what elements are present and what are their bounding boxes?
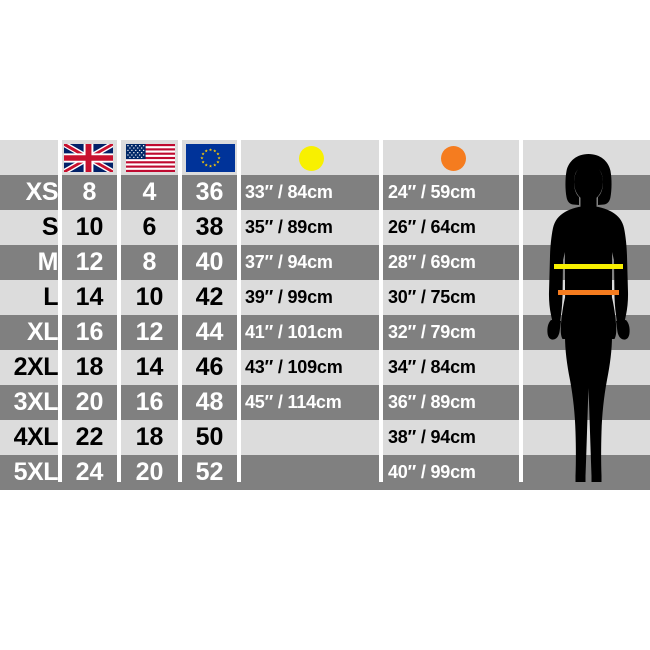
row-size-label: L bbox=[43, 283, 58, 311]
row-waist-measurement: 40″ / 99cm bbox=[388, 462, 476, 482]
row-eu-size: 48 bbox=[195, 388, 224, 416]
row-eu-size: 38 bbox=[195, 213, 224, 241]
row-uk-size: 20 bbox=[75, 388, 104, 416]
chart-stripe-background bbox=[0, 140, 650, 490]
row-eu-size: 42 bbox=[195, 283, 224, 311]
row-size-label: XL bbox=[27, 318, 58, 346]
row-bust-measurement: 45″ / 114cm bbox=[245, 392, 342, 412]
row-uk-size: 16 bbox=[75, 318, 104, 346]
column-divider-waist-figure bbox=[519, 140, 523, 482]
row-bust-measurement: 39″ / 99cm bbox=[245, 287, 333, 307]
row-size-label: 3XL bbox=[13, 388, 58, 416]
row-us-size: 8 bbox=[142, 248, 157, 276]
figure-panel bbox=[527, 140, 650, 482]
waist-marker-dot bbox=[441, 146, 466, 171]
row-us-size: 18 bbox=[135, 423, 164, 451]
row-size-label: M bbox=[37, 248, 58, 276]
row-waist-measurement: 28″ / 69cm bbox=[388, 252, 476, 272]
row-stripe bbox=[0, 385, 650, 420]
row-us-size: 10 bbox=[135, 283, 164, 311]
row-uk-size: 8 bbox=[82, 178, 97, 206]
row-waist-measurement: 34″ / 84cm bbox=[388, 357, 476, 377]
row-waist-measurement: 26″ / 64cm bbox=[388, 217, 476, 237]
row-bust-measurement bbox=[245, 420, 379, 455]
row-waist-measurement: 38″ / 94cm bbox=[388, 427, 476, 447]
row-size-label: 2XL bbox=[13, 353, 58, 381]
column-divider-bust-waist bbox=[379, 140, 383, 482]
bust-marker-dot bbox=[299, 146, 324, 171]
row-us-size: 12 bbox=[135, 318, 164, 346]
row-uk-size: 18 bbox=[75, 353, 104, 381]
row-uk-size: 12 bbox=[75, 248, 104, 276]
row-stripe bbox=[0, 210, 650, 245]
row-bust-measurement: 41″ / 101cm bbox=[245, 322, 343, 342]
row-stripe bbox=[0, 350, 650, 385]
female-body-silhouette bbox=[547, 154, 630, 482]
row-eu-size: 44 bbox=[195, 318, 224, 346]
row-waist-measurement: 30″ / 75cm bbox=[388, 287, 476, 307]
row-us-size: 14 bbox=[135, 353, 164, 381]
row-uk-size: 24 bbox=[75, 458, 104, 486]
row-eu-size: 40 bbox=[195, 248, 224, 276]
uk-flag-icon bbox=[64, 144, 113, 172]
row-uk-size: 10 bbox=[75, 213, 104, 241]
row-waist-measurement: 24″ / 59cm bbox=[388, 182, 476, 202]
row-size-label: 5XL bbox=[13, 458, 58, 486]
row-bust-measurement: 43″ / 109cm bbox=[245, 357, 343, 377]
row-uk-size: 22 bbox=[75, 423, 104, 451]
row-waist-measurement: 32″ / 79cm bbox=[388, 322, 476, 342]
row-eu-size: 46 bbox=[195, 353, 224, 381]
waist-measure-line bbox=[558, 290, 619, 295]
row-stripe bbox=[0, 175, 650, 210]
row-bust-measurement bbox=[245, 455, 379, 490]
row-uk-size: 14 bbox=[75, 283, 104, 311]
row-bust-measurement: 37″ / 94cm bbox=[245, 252, 333, 272]
row-stripe bbox=[0, 455, 650, 490]
column-divider-uk-us bbox=[117, 140, 121, 482]
eu-flag-icon bbox=[186, 144, 235, 172]
column-divider-size-uk bbox=[58, 140, 62, 482]
row-eu-size: 52 bbox=[195, 458, 224, 486]
us-flag-icon bbox=[126, 144, 175, 172]
row-us-size: 16 bbox=[135, 388, 164, 416]
column-divider-us-eu bbox=[178, 140, 182, 482]
column-divider-eu-bust bbox=[237, 140, 241, 482]
row-size-label: S bbox=[41, 213, 58, 241]
row-stripe bbox=[0, 280, 650, 315]
row-stripe bbox=[0, 315, 650, 350]
row-us-size: 20 bbox=[135, 458, 164, 486]
row-us-size: 4 bbox=[142, 178, 157, 206]
row-size-label: 4XL bbox=[13, 423, 58, 451]
row-waist-measurement: 36″ / 89cm bbox=[388, 392, 476, 412]
row-bust-measurement: 35″ / 89cm bbox=[245, 217, 333, 237]
row-us-size: 6 bbox=[142, 213, 157, 241]
row-eu-size: 50 bbox=[195, 423, 224, 451]
row-stripe bbox=[0, 245, 650, 280]
bust-measure-line bbox=[554, 264, 623, 269]
row-stripe bbox=[0, 420, 650, 455]
row-size-label: XS bbox=[25, 178, 58, 206]
row-bust-measurement: 33″ / 84cm bbox=[245, 182, 333, 202]
row-eu-size: 36 bbox=[195, 178, 224, 206]
